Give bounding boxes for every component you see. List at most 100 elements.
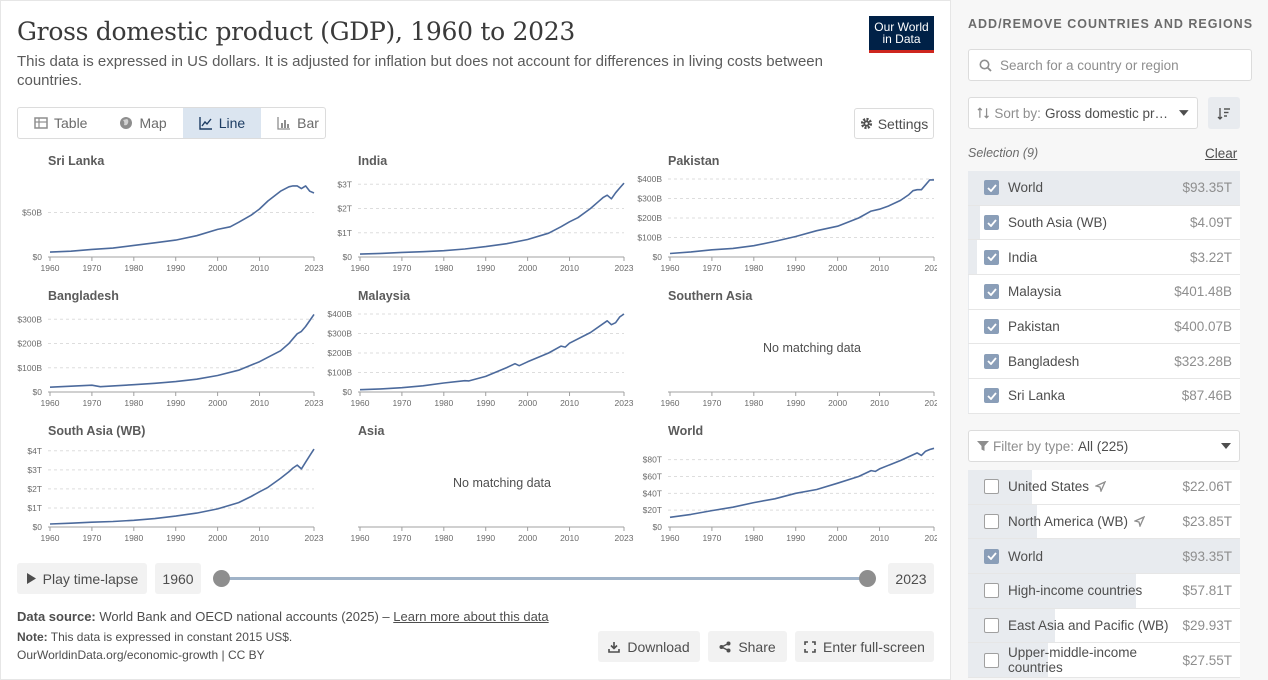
chart-panel-8: Asia No matching data 1960 1970 1980 1990 2000… bbox=[351, 424, 634, 543]
entity-row[interactable]: Bangladesh $323.28B bbox=[968, 344, 1240, 380]
entity-row[interactable]: Sri Lanka $87.46B bbox=[968, 379, 1240, 414]
entity-row[interactable]: South Asia (WB) $4.09T bbox=[968, 205, 1240, 241]
entity-row[interactable]: Upper-middle-income countries $27.55T bbox=[968, 643, 1240, 679]
series-line bbox=[669, 179, 934, 255]
series-line bbox=[359, 313, 625, 391]
entity-row[interactable]: High-income countries $57.81T bbox=[968, 574, 1240, 609]
entity-value: $93.35T bbox=[1182, 548, 1232, 564]
x-tick-label: 2010 bbox=[560, 398, 579, 408]
x-tick-label: 1980 bbox=[124, 533, 143, 543]
tab-map[interactable]: Map bbox=[103, 108, 182, 138]
start-year[interactable]: 1960 bbox=[155, 563, 201, 594]
end-handle[interactable] bbox=[859, 570, 876, 587]
timeline-track[interactable] bbox=[221, 577, 868, 580]
play-timelapse-button[interactable]: Play time-lapse bbox=[17, 563, 147, 594]
checkbox[interactable] bbox=[984, 618, 999, 634]
x-tick-label: 1960 bbox=[41, 263, 60, 273]
checkbox-checked[interactable] bbox=[984, 388, 999, 404]
clear-button[interactable]: Clear bbox=[1205, 146, 1238, 161]
chart-panel-7: South Asia (WB) $0 $1T $2T $3T $4T 1960 1970 198… bbox=[27, 424, 323, 543]
sort-arrows-icon bbox=[977, 107, 989, 119]
y-tick-label: $400B bbox=[327, 309, 352, 319]
entity-value: $27.55T bbox=[1182, 652, 1232, 668]
learn-more-link[interactable]: Learn more about this data bbox=[393, 609, 549, 624]
x-tick-label: 2000 bbox=[518, 533, 537, 543]
entity-name: India bbox=[1008, 249, 1038, 265]
checkbox[interactable] bbox=[984, 479, 999, 495]
settings-button[interactable]: Settings bbox=[854, 108, 934, 139]
value-share-bar bbox=[968, 344, 969, 379]
checkbox-checked[interactable] bbox=[984, 215, 999, 231]
x-tick-label: 2010 bbox=[870, 263, 889, 273]
search-input[interactable] bbox=[1000, 57, 1240, 73]
entity-row[interactable]: World $93.35T bbox=[968, 171, 1240, 206]
download-button[interactable]: Download bbox=[598, 631, 700, 662]
fullscreen-label: Enter full-screen bbox=[823, 638, 925, 655]
entity-value: $29.93T bbox=[1182, 618, 1232, 634]
checkbox-checked[interactable] bbox=[984, 353, 999, 369]
line-chart-icon bbox=[199, 117, 212, 130]
tab-line[interactable]: Line bbox=[182, 108, 262, 138]
checkbox[interactable] bbox=[984, 583, 999, 599]
location-arrow-icon bbox=[1133, 515, 1146, 529]
source-text: World Bank and OECD national accounts (2… bbox=[99, 609, 390, 624]
x-tick-label: 1980 bbox=[744, 263, 763, 273]
search-box bbox=[968, 49, 1252, 81]
checkbox[interactable] bbox=[984, 514, 999, 530]
entity-row[interactable]: East Asia and Pacific (WB) $29.93T bbox=[968, 608, 1240, 644]
x-tick-label: 1980 bbox=[434, 533, 453, 543]
share-button[interactable]: Share bbox=[708, 631, 787, 662]
checkbox-checked[interactable] bbox=[984, 548, 999, 564]
data-source: Data source: World Bank and OECD nationa… bbox=[17, 609, 549, 624]
sidebar-heading: ADD/REMOVE COUNTRIES AND REGIONS bbox=[968, 17, 1254, 31]
series-line bbox=[359, 182, 625, 255]
end-year[interactable]: 2023 bbox=[888, 563, 934, 594]
x-tick-label: 1990 bbox=[476, 263, 495, 273]
sort-dropdown[interactable]: Sort by: Gross domestic product (GDP) bbox=[968, 97, 1198, 129]
entity-name: Malaysia bbox=[1008, 284, 1062, 300]
chart-panel-3: Pakistan $0 $100B $200B $300B $400B 1960 1970 19… bbox=[637, 154, 937, 273]
tab-table[interactable]: Table bbox=[18, 108, 103, 138]
panel-title: Asia bbox=[358, 424, 385, 438]
check-icon bbox=[986, 392, 997, 400]
x-tick-label: 2010 bbox=[560, 533, 579, 543]
start-handle[interactable] bbox=[213, 570, 230, 587]
y-tick-label: $1T bbox=[27, 503, 42, 513]
entity-row[interactable]: United States $22.06T bbox=[968, 470, 1240, 505]
y-tick-label: $0 bbox=[653, 522, 663, 532]
entity-row[interactable]: India $3.22T bbox=[968, 240, 1240, 276]
y-tick-label: $2T bbox=[337, 204, 352, 214]
x-tick-label: 1970 bbox=[82, 533, 101, 543]
entity-row[interactable]: North America (WB) $23.85T bbox=[968, 504, 1240, 540]
panel-title: Bangladesh bbox=[48, 289, 119, 303]
checkbox-checked[interactable] bbox=[984, 284, 999, 300]
filter-dropdown[interactable]: Filter by type: All (225) bbox=[968, 430, 1240, 462]
entity-row[interactable]: World $93.35T bbox=[968, 539, 1240, 575]
tab-bar[interactable]: Bar bbox=[261, 108, 335, 138]
checkbox-checked[interactable] bbox=[984, 319, 999, 335]
fullscreen-button[interactable]: Enter full-screen bbox=[795, 631, 934, 662]
entity-value: $3.22T bbox=[1189, 249, 1232, 265]
logo-line-2: in Data bbox=[882, 32, 921, 46]
checkbox[interactable] bbox=[984, 652, 999, 668]
sort-descending-icon bbox=[1217, 107, 1230, 120]
x-tick-label: 1990 bbox=[786, 263, 805, 273]
chart-panel-5: Malaysia $0 $100B $200B $300B $400B 1960 1970 19… bbox=[327, 289, 633, 408]
entity-row[interactable]: Pakistan $400.07B bbox=[968, 309, 1240, 345]
expand-icon bbox=[804, 640, 816, 653]
checkbox-checked[interactable] bbox=[984, 180, 999, 196]
x-tick-label: 1980 bbox=[124, 398, 143, 408]
value-share-bar bbox=[968, 504, 1038, 539]
checkbox-checked[interactable] bbox=[984, 249, 999, 265]
value-share-bar bbox=[968, 309, 970, 344]
entity-row[interactable]: Malaysia $401.48B bbox=[968, 275, 1240, 310]
sort-label: Sort by: bbox=[994, 105, 1041, 121]
x-tick-label: 1960 bbox=[351, 533, 370, 543]
x-tick-label: 2010 bbox=[250, 263, 269, 273]
entity-name: Sri Lanka bbox=[1008, 388, 1066, 404]
x-tick-label: 1980 bbox=[124, 263, 143, 273]
sort-order-button[interactable] bbox=[1208, 97, 1240, 129]
x-tick-label: 2023 bbox=[615, 398, 634, 408]
x-tick-label: 1970 bbox=[702, 398, 721, 408]
owid-logo[interactable]: Our World in Data bbox=[869, 16, 934, 53]
